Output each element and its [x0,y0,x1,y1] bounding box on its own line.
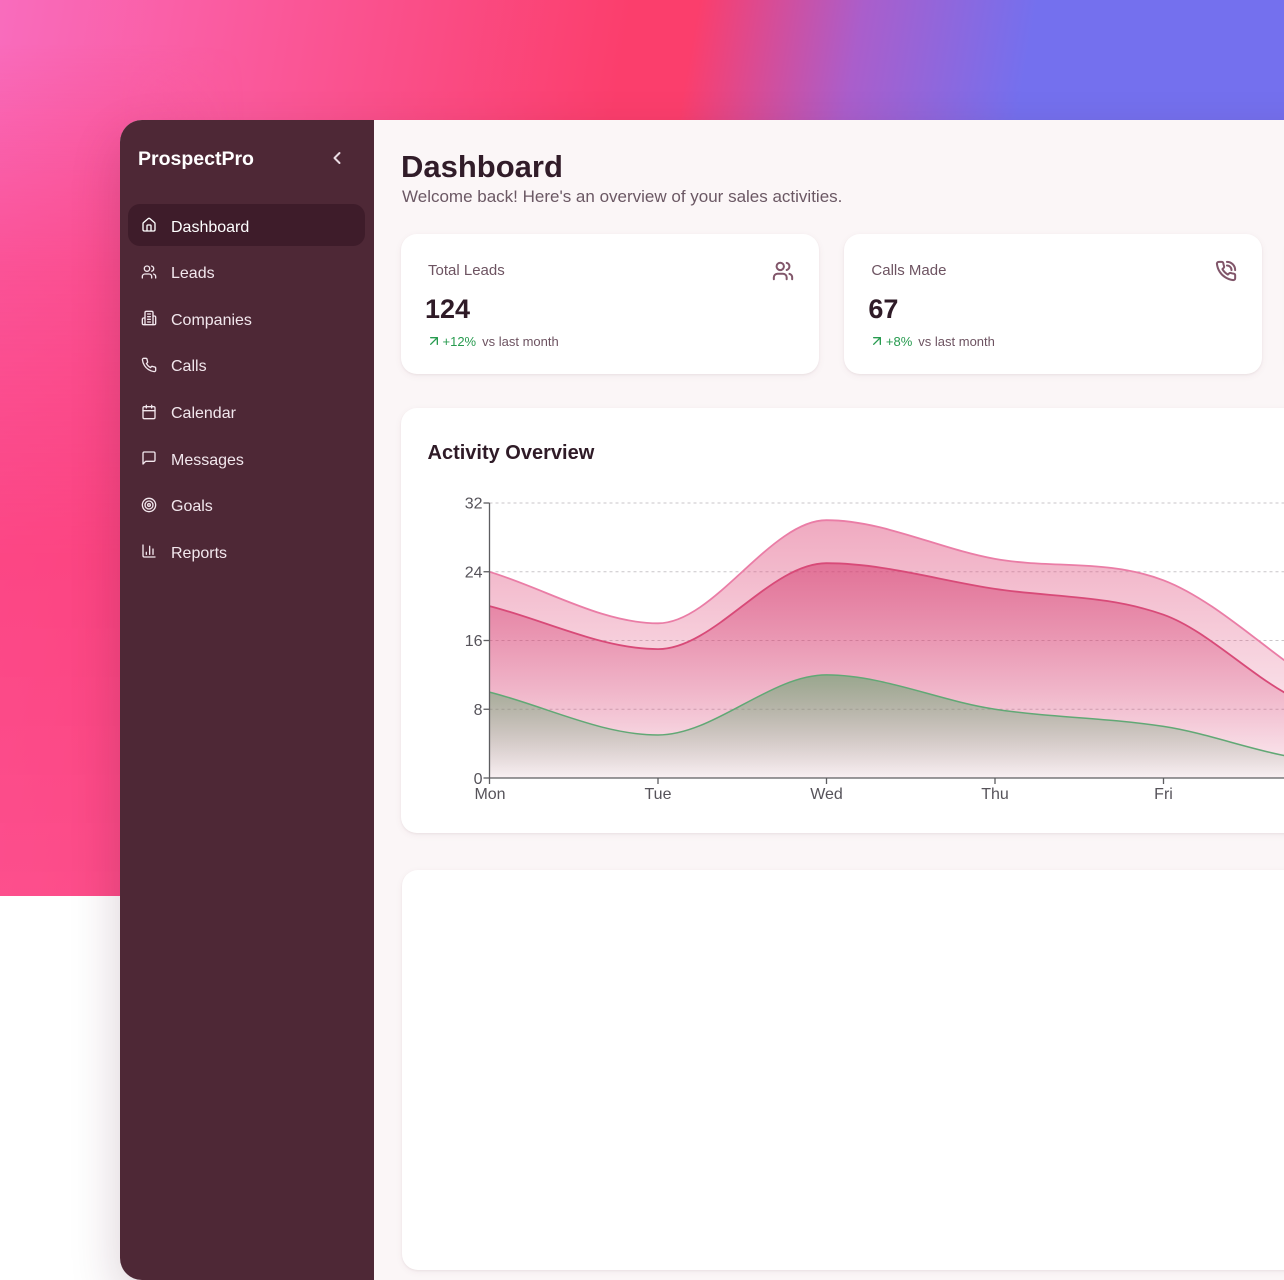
svg-text:Tue: Tue [645,786,672,803]
svg-text:Fri: Fri [1154,786,1173,803]
svg-text:16: 16 [465,633,483,650]
svg-text:24: 24 [465,564,483,581]
svg-text:Wed: Wed [810,786,843,803]
svg-text:0: 0 [474,771,483,788]
svg-text:8: 8 [474,702,483,719]
svg-text:32: 32 [465,496,483,513]
svg-text:Mon: Mon [474,786,505,803]
svg-text:Thu: Thu [981,786,1009,803]
